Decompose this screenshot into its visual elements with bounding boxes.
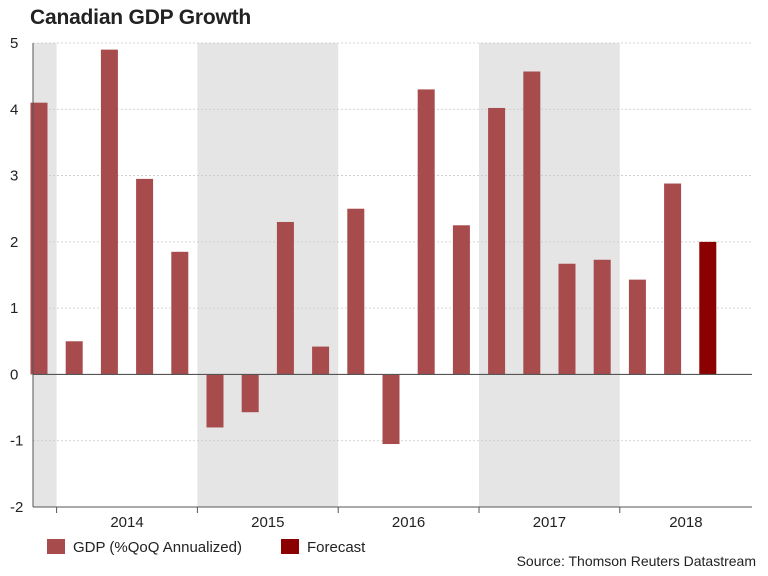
y-tick-label: 4 bbox=[10, 101, 18, 118]
bars bbox=[30, 49, 717, 445]
gdp-bar bbox=[312, 346, 330, 375]
legend-label: Forecast bbox=[307, 539, 366, 556]
gdp-bar bbox=[241, 374, 259, 413]
gdp-bar bbox=[100, 49, 118, 375]
gdp-bar bbox=[136, 178, 154, 375]
forecast-bar bbox=[699, 241, 717, 375]
y-tick-label: 2 bbox=[10, 234, 18, 251]
gdp-bar bbox=[488, 107, 506, 375]
gdp-bar bbox=[276, 221, 294, 375]
x-tick-label: 2017 bbox=[533, 514, 566, 531]
x-tick-label: 2014 bbox=[110, 514, 143, 531]
gdp-bar bbox=[452, 225, 470, 375]
gdp-bar bbox=[664, 183, 682, 375]
y-tick-label: 1 bbox=[10, 300, 18, 317]
legend-swatch bbox=[47, 539, 65, 554]
x-tick-label: 2018 bbox=[669, 514, 702, 531]
source-note: Source: Thomson Reuters Datastream bbox=[516, 553, 756, 569]
gdp-bar bbox=[417, 89, 435, 375]
y-tick-label: -2 bbox=[10, 499, 23, 516]
gdp-bar bbox=[347, 208, 365, 375]
y-tick-labels: 5 4 3 2 1 0 -1 -2 bbox=[10, 35, 23, 516]
gdp-bar bbox=[30, 102, 48, 375]
legend: GDP (%QoQ Annualized) Forecast bbox=[47, 539, 366, 556]
legend-label: GDP (%QoQ Annualized) bbox=[73, 539, 242, 556]
y-tick-label: 3 bbox=[10, 168, 18, 185]
x-tick-label: 2015 bbox=[251, 514, 284, 531]
gdp-bar bbox=[171, 251, 189, 375]
y-tick-label: 0 bbox=[10, 366, 18, 383]
gdp-bar bbox=[523, 71, 541, 375]
gdp-bar bbox=[65, 341, 83, 375]
gdp-bar bbox=[382, 374, 400, 445]
x-tick-labels: 2014 2015 2016 2017 2018 bbox=[110, 514, 702, 531]
legend-swatch bbox=[281, 539, 299, 554]
shaded-year-band bbox=[197, 43, 339, 507]
y-tick-label: 5 bbox=[10, 35, 18, 52]
axes bbox=[32, 43, 752, 513]
gdp-bar bbox=[206, 374, 224, 428]
gdp-bar bbox=[593, 259, 611, 375]
gdp-bar bbox=[628, 279, 646, 375]
gdp-bar bbox=[558, 263, 576, 375]
y-tick-label: -1 bbox=[10, 433, 23, 450]
x-tick-label: 2016 bbox=[392, 514, 425, 531]
chart-title: Canadian GDP Growth bbox=[30, 6, 252, 29]
